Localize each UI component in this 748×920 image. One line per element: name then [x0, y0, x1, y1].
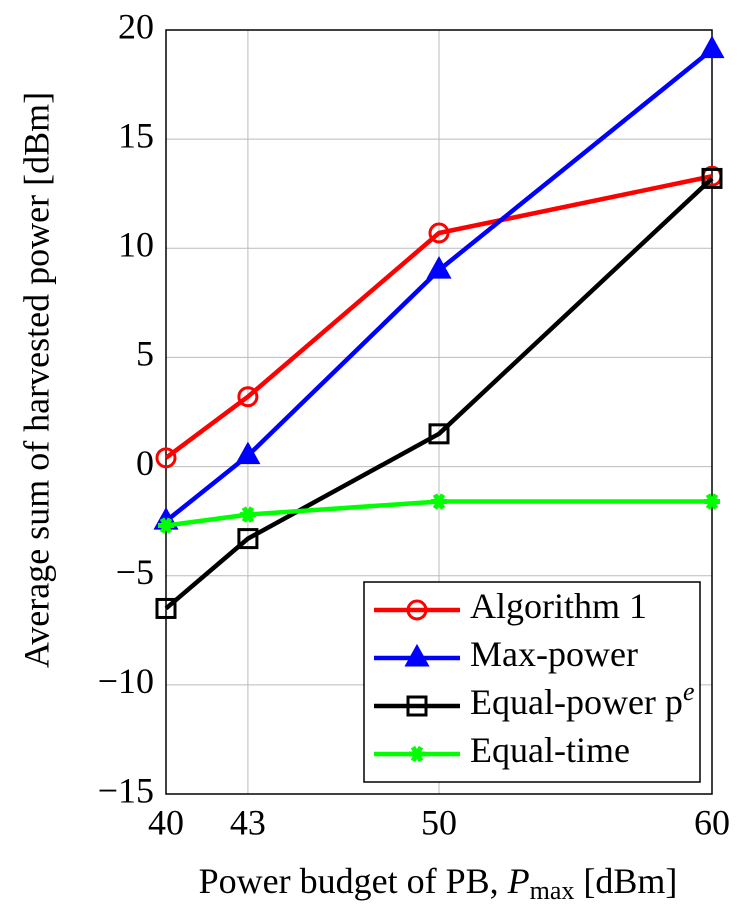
y-tick-label: −5 [116, 552, 154, 592]
marker [235, 441, 261, 465]
marker [699, 35, 725, 59]
series-line [164, 47, 714, 523]
legend-label: Equal-power p [470, 682, 683, 722]
marker [155, 447, 177, 469]
marker [239, 506, 256, 523]
y-tick-label: −15 [98, 770, 154, 810]
marker [406, 695, 428, 717]
marker [428, 222, 450, 244]
y-tick-label: 0 [136, 443, 154, 483]
y-tick-label: 15 [118, 115, 154, 155]
marker [404, 643, 430, 667]
series-line [164, 176, 714, 611]
x-tick-label: 60 [694, 802, 730, 842]
plot-frame [165, 29, 713, 795]
y-tick-label: 10 [118, 225, 154, 265]
legend-label: Equal-time [470, 730, 630, 770]
marker [431, 493, 447, 510]
legend-entry: Max-power [470, 634, 638, 674]
legend-entry: Equal-power pe [470, 677, 694, 722]
y-tick-label: 20 [118, 6, 154, 46]
legend-label: Max-power [470, 634, 638, 674]
x-tick-label: 43 [230, 802, 266, 842]
series-line [165, 499, 712, 528]
marker [704, 493, 720, 510]
series-line [164, 174, 713, 460]
y-tick-label: 5 [136, 334, 154, 374]
x-axis-label: Power budget of PB, Pmax [dBm] [199, 861, 678, 905]
x-label-part: max [530, 876, 575, 905]
marker [409, 745, 425, 763]
marker [237, 528, 259, 550]
marker [155, 597, 177, 619]
x-label-part: Power budget of PB, [199, 861, 508, 901]
legend-label: Algorithm 1 [470, 586, 647, 626]
marker [237, 386, 259, 408]
y-axis-label: Average sum of harvested power [dBm] [16, 92, 56, 668]
marker [158, 517, 174, 534]
marker [428, 423, 450, 445]
x-label-part: P [507, 861, 530, 901]
marker [426, 256, 452, 279]
y-tick-label: −10 [98, 661, 154, 701]
legend-entry: Algorithm 1 [470, 586, 647, 626]
marker [701, 167, 723, 189]
marker [406, 599, 428, 621]
x-tick-label: 40 [148, 802, 184, 842]
x-label-part: [dBm] [574, 861, 677, 901]
x-tick-label: 50 [421, 802, 457, 842]
legend-label-superscript: e [683, 677, 695, 706]
legend-entry: Equal-time [470, 730, 630, 770]
